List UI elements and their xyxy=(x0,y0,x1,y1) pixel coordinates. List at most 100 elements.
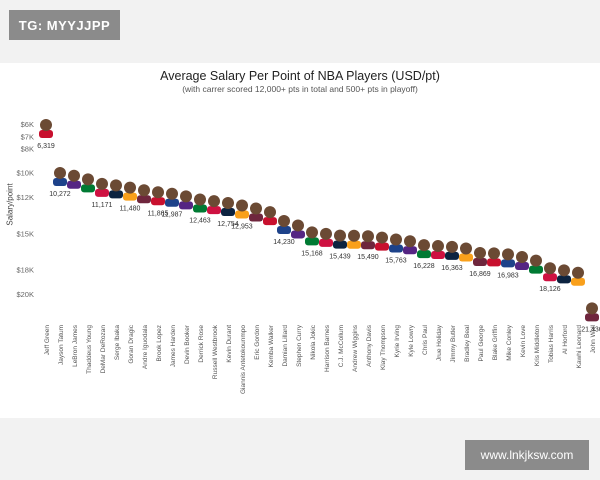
y-tick-label: $10K xyxy=(16,169,34,178)
player-head-point xyxy=(460,242,472,255)
data-label: 15,439 xyxy=(329,254,351,261)
player-name-label: Chris Paul xyxy=(422,324,429,355)
player-jersey xyxy=(109,190,123,199)
player-name-label: Andre Iguodala xyxy=(142,325,149,369)
player-head-point xyxy=(264,206,276,219)
player-head-point xyxy=(334,229,346,242)
player-jersey xyxy=(487,258,501,267)
player-head-point xyxy=(180,190,192,203)
player-jersey xyxy=(151,197,165,206)
player-head-point xyxy=(404,235,416,248)
player-jersey xyxy=(389,244,403,253)
chart-title: Average Salary Per Point of NBA Players … xyxy=(160,69,440,83)
player-head-point xyxy=(306,226,318,239)
player-jersey xyxy=(137,195,151,204)
player-head-point xyxy=(516,250,528,263)
data-label: 16,363 xyxy=(441,265,463,272)
player-name-label: Brook Lopez xyxy=(156,325,163,362)
player-name-label: Jeff Green xyxy=(44,325,51,356)
y-tick-label: $20K xyxy=(16,290,34,299)
player-jersey xyxy=(361,241,375,250)
player-head-point xyxy=(544,262,556,275)
player-head-point xyxy=(278,214,290,227)
data-label: 18,126 xyxy=(539,286,561,293)
player-name-label: Stephen Curry xyxy=(296,324,303,367)
player-name-label: Jrue Holiday xyxy=(436,324,443,361)
player-name-label: C.J. McCollum xyxy=(338,325,345,367)
player-head-point xyxy=(124,181,136,194)
player-name-label: Nikola Jokic xyxy=(310,324,317,359)
player-jersey xyxy=(543,273,557,282)
player-name-label: Kevin Love xyxy=(520,325,527,358)
player-name-label: Goran Dragic xyxy=(128,324,135,363)
player-head-point xyxy=(250,202,262,215)
player-jersey xyxy=(165,198,179,207)
player-name-label: Giannis Antetokounmpo xyxy=(240,325,247,394)
player-name-label: Kevin Durant xyxy=(226,325,233,363)
player-name-label: Bradley Beal xyxy=(464,324,471,361)
data-label: 16,228 xyxy=(413,263,435,270)
player-jersey xyxy=(501,259,515,268)
data-label: 10,272 xyxy=(49,191,71,198)
player-name-label: Kyle Lowry xyxy=(408,324,415,357)
player-name-label: Tobias Harris xyxy=(548,324,555,363)
player-name-label: Jimmy Butler xyxy=(450,324,457,362)
data-label: 15,763 xyxy=(385,258,407,265)
player-name-label: John Wall xyxy=(590,324,597,353)
chart-subtitle: (with carrer scored 12,000+ pts in total… xyxy=(182,84,418,94)
player-jersey xyxy=(277,225,291,234)
player-jersey xyxy=(123,192,137,201)
watermark-top: TG: MYYJJPP xyxy=(9,10,120,40)
player-name-label: Russell Westbrook xyxy=(212,324,219,379)
player-jersey xyxy=(403,246,417,255)
player-jersey xyxy=(249,213,263,222)
player-name-label: Serge Ibaka xyxy=(114,325,121,360)
y-tick-label: $12K xyxy=(16,193,34,202)
player-jersey xyxy=(557,275,571,284)
player-head-point xyxy=(488,247,500,260)
player-head-point xyxy=(222,197,234,210)
player-head-point xyxy=(110,179,122,192)
player-name-label: James Harden xyxy=(170,325,177,368)
player-head-point xyxy=(54,166,66,179)
player-head-point xyxy=(418,239,430,252)
player-head-point xyxy=(348,229,360,242)
player-head-point xyxy=(502,248,514,261)
player-head-point xyxy=(572,266,584,279)
data-label: 16,869 xyxy=(469,271,491,278)
data-label: 12,953 xyxy=(231,223,253,230)
player-name-label: Klay Thompson xyxy=(380,325,387,370)
data-label: 11,480 xyxy=(120,206,141,213)
chart-panel xyxy=(0,63,600,418)
data-label: 12,463 xyxy=(189,218,211,225)
player-name-label: Damian Lillard xyxy=(282,325,289,367)
data-label: 6,319 xyxy=(37,143,55,150)
player-name-label: LeBron James xyxy=(72,324,79,367)
data-label: 11,987 xyxy=(162,212,183,219)
player-jersey xyxy=(95,188,109,197)
player-head-point xyxy=(530,254,542,267)
player-jersey xyxy=(417,250,431,259)
player-head-point xyxy=(390,233,402,246)
player-name-label: Devin Booker xyxy=(184,324,191,364)
player-name-label: Kris Middleton xyxy=(534,325,541,367)
data-label: 15,168 xyxy=(301,250,323,257)
player-head-point xyxy=(586,302,598,315)
player-jersey xyxy=(459,253,473,262)
y-tick-label: $15K xyxy=(16,229,34,238)
player-head-point xyxy=(138,184,150,197)
player-jersey xyxy=(347,240,361,249)
player-head-point xyxy=(376,231,388,244)
player-name-label: Al Horford xyxy=(562,325,569,355)
player-jersey xyxy=(221,208,235,217)
player-jersey xyxy=(81,184,95,193)
player-head-point xyxy=(320,227,332,240)
player-name-label: Kyrie Irving xyxy=(394,325,401,358)
player-jersey xyxy=(305,237,319,246)
player-name-label: Kawhi Leonard xyxy=(576,325,583,369)
data-label: 11,171 xyxy=(92,202,113,209)
player-head-point xyxy=(96,177,108,190)
player-jersey xyxy=(515,261,529,270)
player-name-label: Derrick Rose xyxy=(198,325,205,363)
data-label: 11,865 xyxy=(148,210,169,217)
